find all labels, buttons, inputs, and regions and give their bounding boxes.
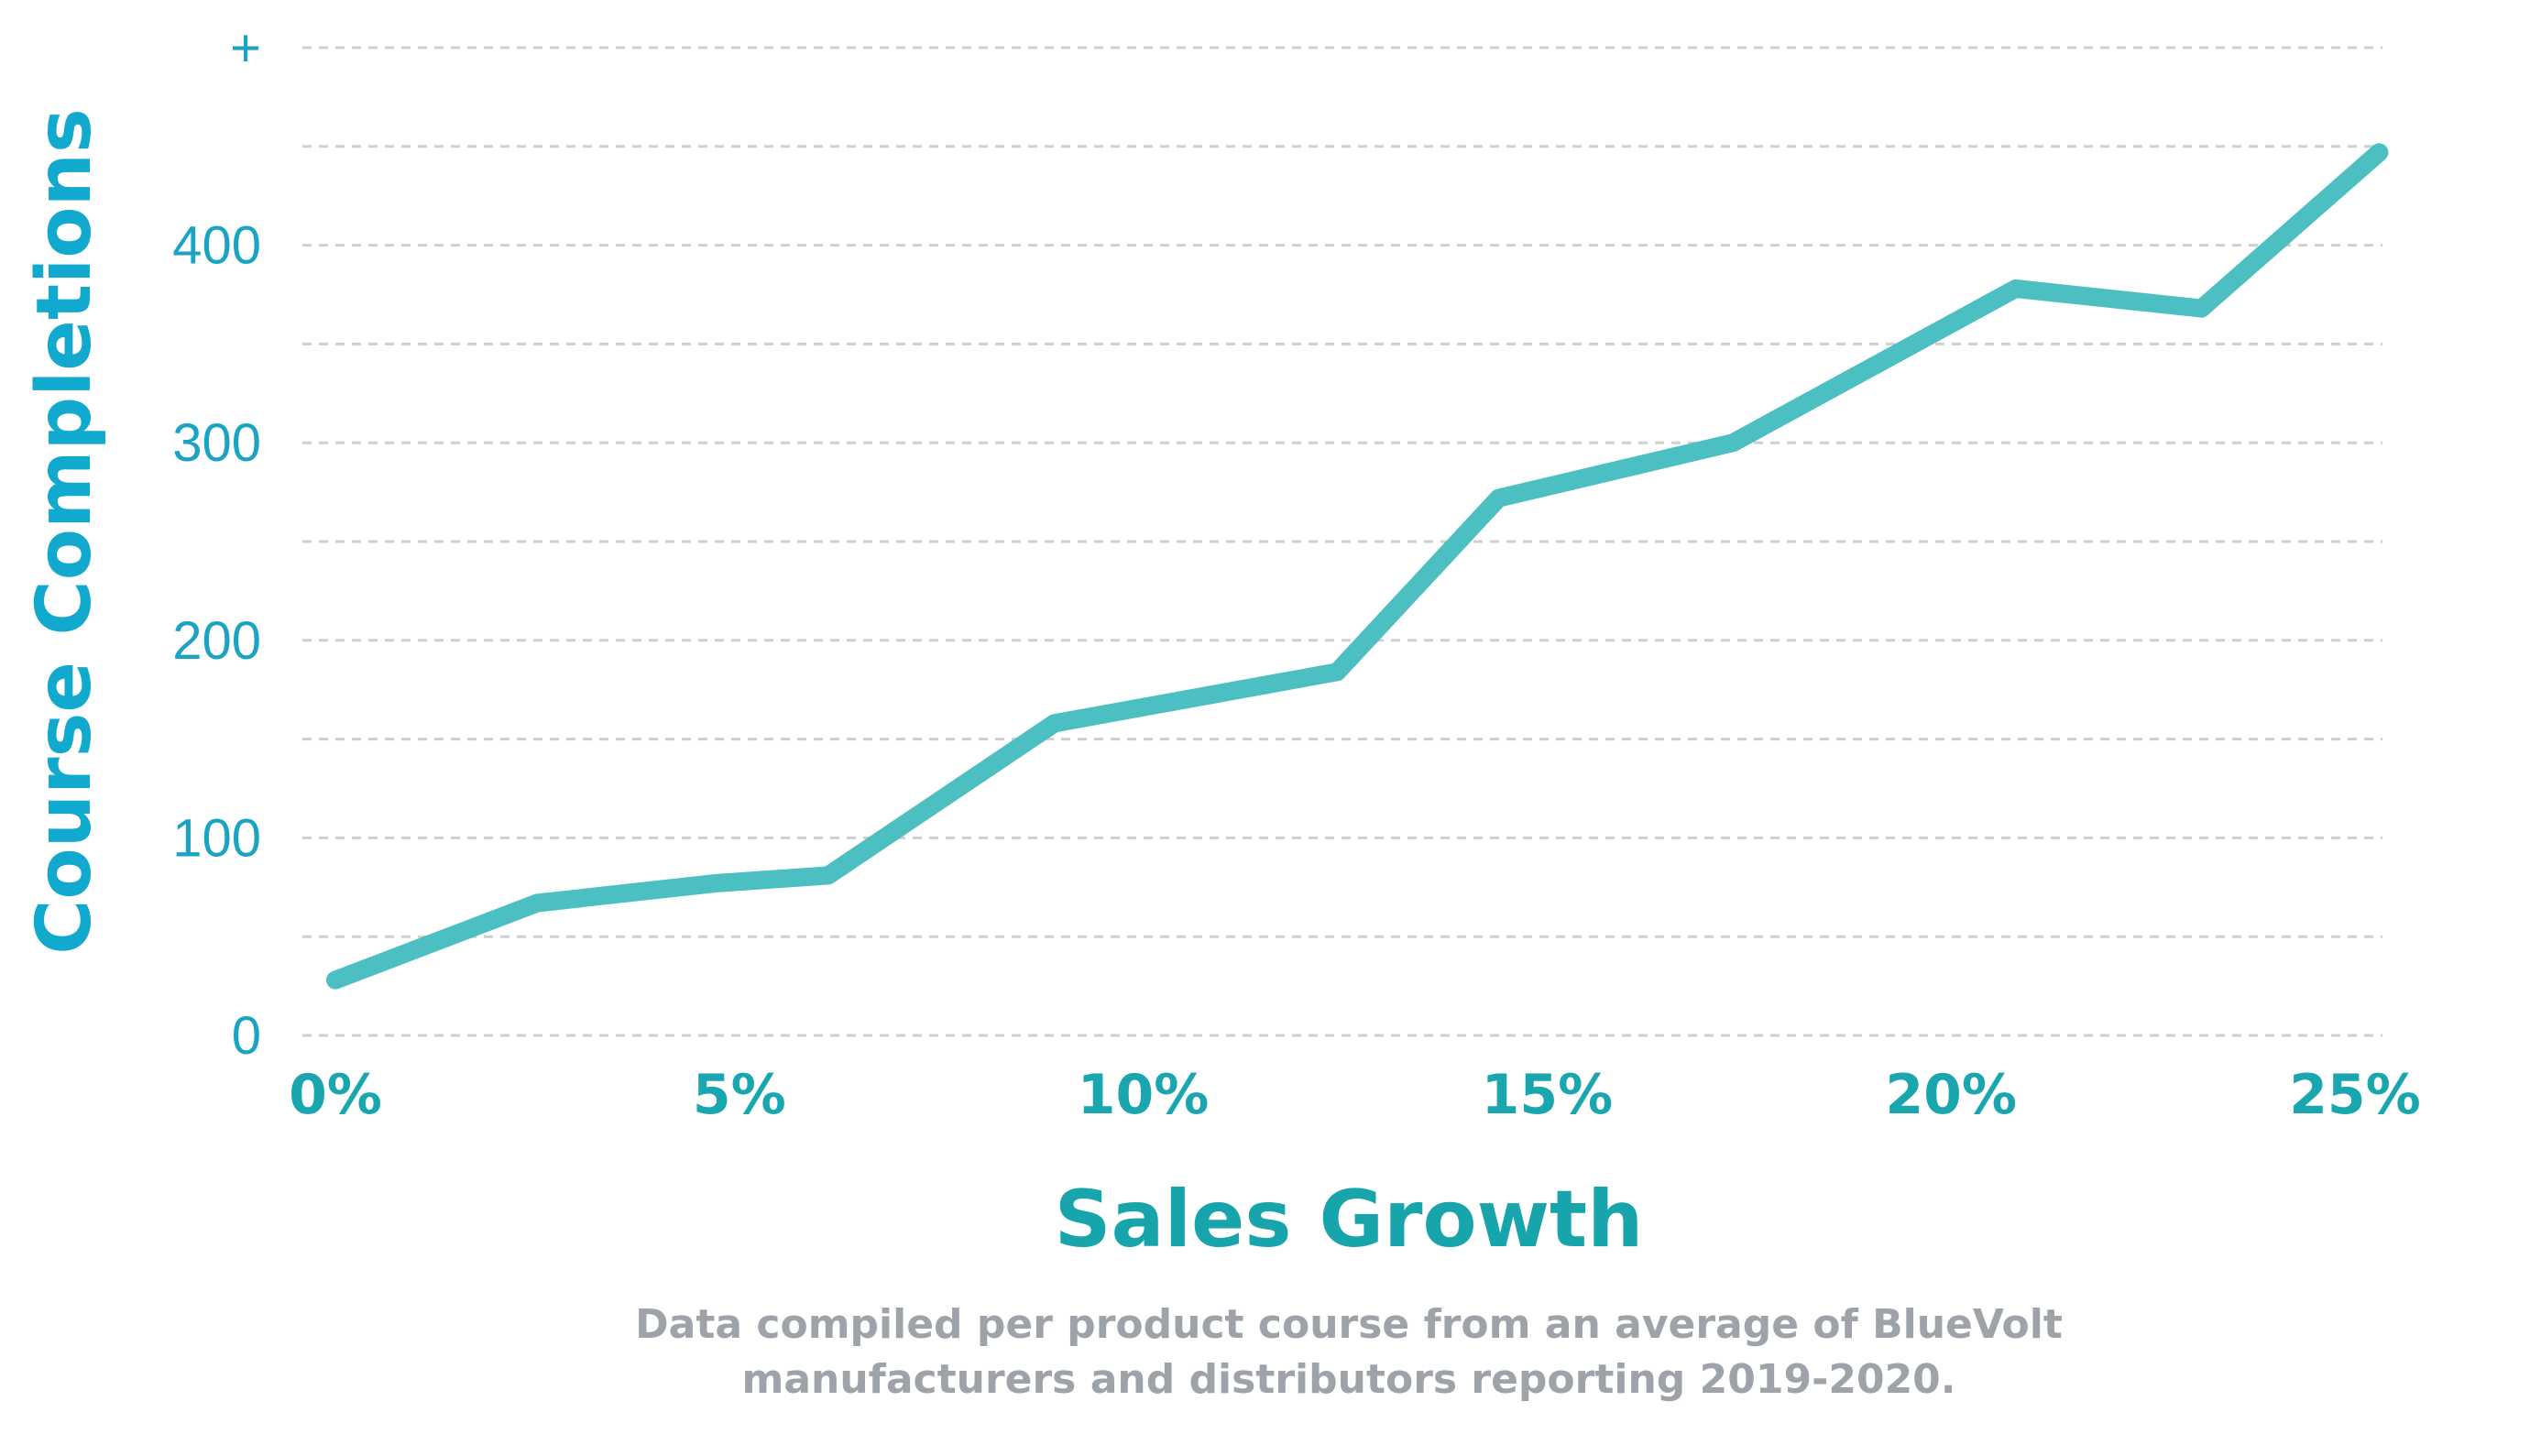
footnote-line-1: Data compiled per product course from an… [635,1301,2063,1348]
y-tick-label: 100 [172,808,261,868]
grid-lines [302,46,2382,1037]
y-tick-label: 0 [232,1006,261,1066]
y-axis-ticks: 0 100 200 300 400 + [172,18,261,1066]
y-tick-label: 300 [172,413,261,473]
x-axis-title: Sales Growth [1055,1174,1644,1265]
x-tick-label: 0% [289,1063,382,1127]
y-tick-label: 400 [172,216,261,276]
y-axis-title: Course Completions [21,108,108,955]
y-tick-label: + [230,18,261,78]
series-line-0 [326,143,2389,990]
y-tick-label: 200 [172,611,261,671]
series-layer [326,143,2389,990]
footnote-line-2: manufacturers and distributors reporting… [741,1356,1955,1403]
x-tick-label: 15% [1482,1063,1614,1127]
x-tick-label: 5% [693,1063,786,1127]
x-tick-label: 10% [1078,1063,1210,1127]
x-tick-label: 25% [2289,1063,2421,1127]
x-tick-label: 20% [1885,1063,2017,1127]
x-axis-ticks: 0% 5% 10% 15% 20% 25% [289,1063,2421,1127]
